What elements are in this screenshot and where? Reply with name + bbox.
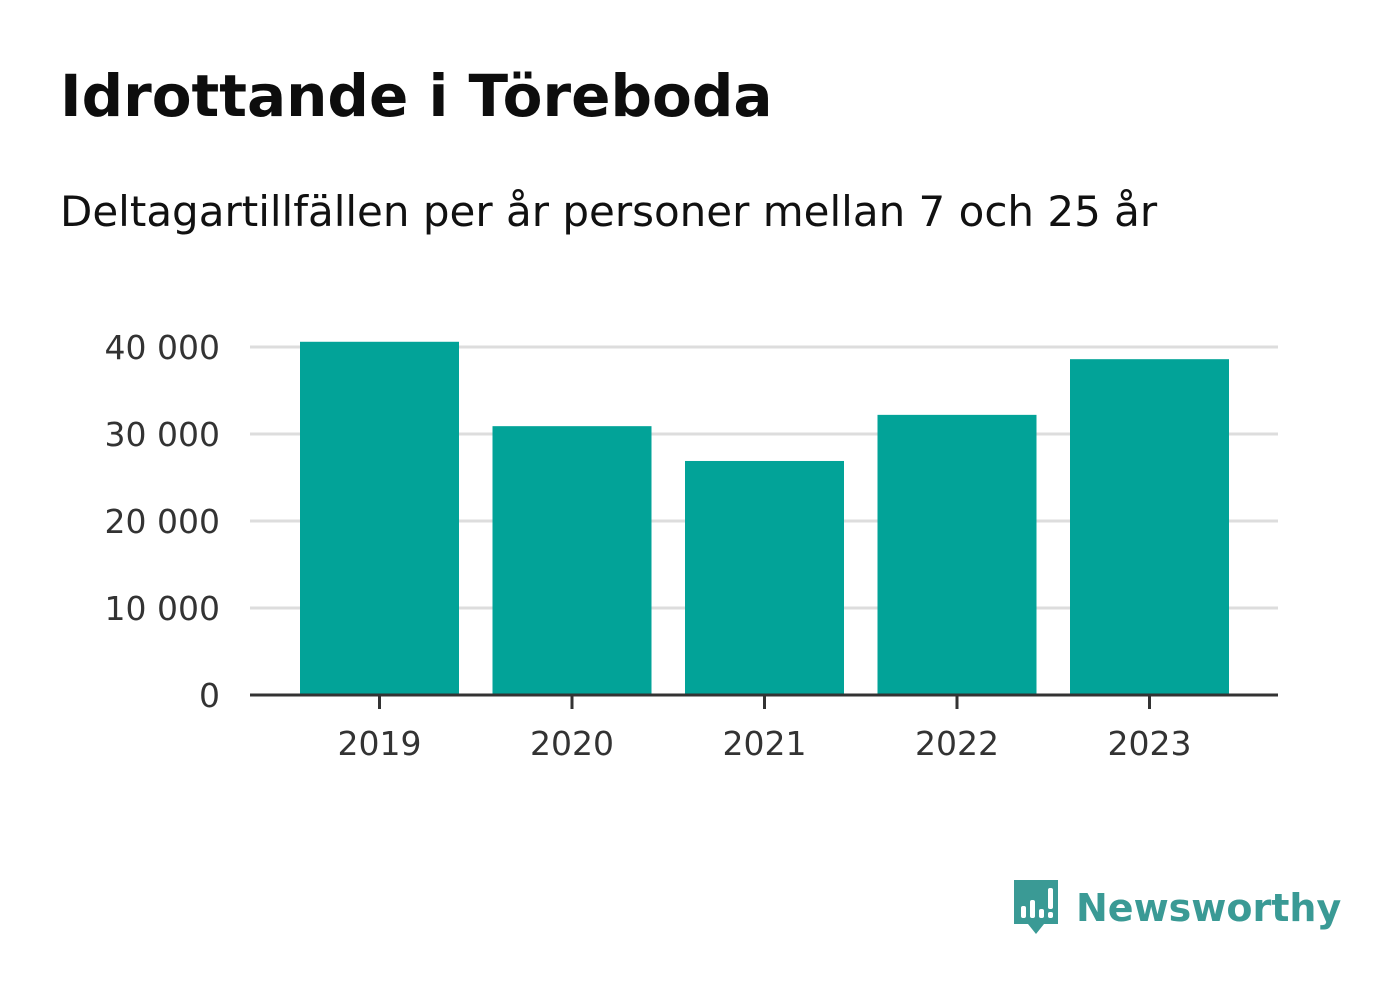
brand-name: Newsworthy: [1076, 886, 1342, 930]
y-tick-label: 30 000: [105, 415, 220, 454]
x-tick-label: 2021: [723, 724, 807, 763]
x-tick-label: 2023: [1108, 724, 1192, 763]
y-tick-label: 10 000: [105, 589, 220, 628]
bar: [685, 460, 844, 695]
bar: [1070, 359, 1229, 695]
y-tick-label: 40 000: [105, 328, 220, 367]
chart-title: Idrottande i Töreboda: [60, 62, 773, 130]
newsworthy-bar-chart-icon: [1014, 880, 1058, 934]
x-tick-label: 2022: [915, 724, 999, 763]
bars: [300, 341, 1229, 695]
tick-labels: 0 10 000 20 000 30 000 40 000 2019 2020 2021 202…: [105, 328, 1192, 763]
y-tick-label: 20 000: [105, 502, 220, 541]
x-tick-label: 2020: [530, 724, 614, 763]
bar: [492, 426, 652, 695]
y-tick-label: 0: [199, 676, 220, 715]
chart-subtitle: Deltagartillfällen per år personer mella…: [60, 187, 1158, 236]
x-tick-label: 2019: [338, 724, 422, 763]
axes: [250, 693, 1278, 709]
brand-logo: Newsworthy: [1010, 876, 1341, 940]
bar: [300, 341, 459, 695]
bar: [877, 414, 1037, 695]
